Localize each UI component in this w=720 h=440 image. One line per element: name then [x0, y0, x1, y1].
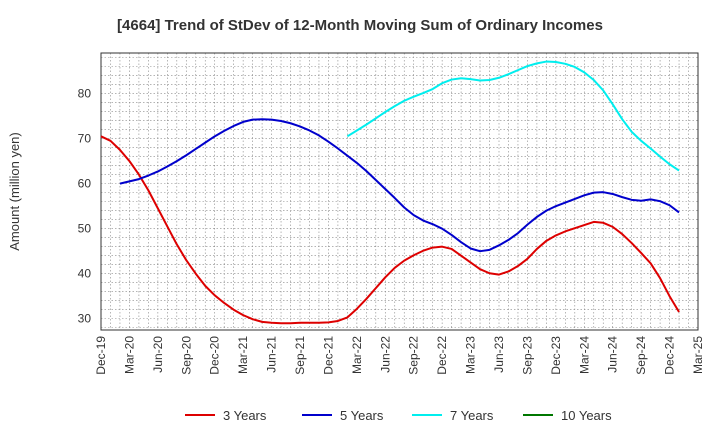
- x-tick-label: Dec-22: [435, 336, 449, 375]
- y-tick-label: 30: [78, 312, 92, 326]
- legend-item-7-years: 7 Years: [412, 408, 494, 423]
- x-tick-label: Jun-23: [492, 336, 506, 373]
- y-tick-label: 50: [78, 222, 92, 236]
- x-tick-label: Sep-23: [520, 336, 534, 375]
- legend-label: 7 Years: [450, 408, 494, 423]
- x-tick-label: Mar-24: [577, 336, 591, 374]
- y-tick-label: 60: [78, 177, 92, 191]
- series-line-7-years: [346, 60, 680, 172]
- x-tick-label: Dec-21: [321, 336, 335, 375]
- x-axis: Dec-19 Mar-20 Jun-20 Sep-20 Dec-20 Mar-21 Jun-…: [94, 336, 705, 375]
- x-tick-label: Jun-20: [151, 336, 165, 373]
- x-tick-label: Sep-21: [293, 336, 307, 375]
- x-tick-label: Mar-21: [236, 336, 250, 374]
- x-tick-label: Jun-24: [606, 336, 620, 373]
- series-line-5-years: [119, 118, 680, 253]
- x-tick-label: Sep-22: [407, 336, 421, 375]
- x-tick-label: Dec-23: [549, 336, 563, 375]
- x-tick-label: Sep-20: [179, 336, 193, 375]
- x-tick-label: Dec-24: [663, 336, 677, 375]
- y-tick-label: 80: [78, 87, 92, 101]
- legend-item-5-years: 5 Years: [302, 408, 384, 423]
- y-axis-label: Amount (million yen): [7, 132, 22, 251]
- y-tick-label: 70: [78, 132, 92, 146]
- legend-item-10-years: 10 Years: [523, 408, 612, 423]
- legend-label: 3 Years: [223, 408, 267, 423]
- legend-label: 10 Years: [561, 408, 612, 423]
- series-line-3-years: [100, 135, 680, 325]
- x-tick-label: Mar-22: [350, 336, 364, 374]
- x-tick-label: Jun-21: [265, 336, 279, 373]
- legend: 3 Years 5 Years 7 Years 10 Years: [185, 408, 612, 423]
- legend-label: 5 Years: [340, 408, 384, 423]
- x-tick-label: Dec-20: [208, 336, 222, 375]
- legend-item-3-years: 3 Years: [185, 408, 267, 423]
- plot-frame: [100, 52, 699, 331]
- x-tick-label: Jun-22: [378, 336, 392, 373]
- series-layer: [100, 60, 680, 325]
- x-tick-label: Mar-25: [691, 336, 705, 374]
- x-tick-label: Sep-24: [634, 336, 648, 375]
- grid: [101, 53, 698, 330]
- chart-title: [4664] Trend of StDev of 12-Month Moving…: [117, 17, 603, 34]
- x-tick-label: Mar-23: [464, 336, 478, 374]
- x-tick-label: Dec-19: [94, 336, 108, 375]
- y-tick-label: 40: [78, 267, 92, 281]
- y-axis: 30 40 50 60 70 80: [78, 87, 92, 326]
- x-tick-label: Mar-20: [122, 336, 136, 374]
